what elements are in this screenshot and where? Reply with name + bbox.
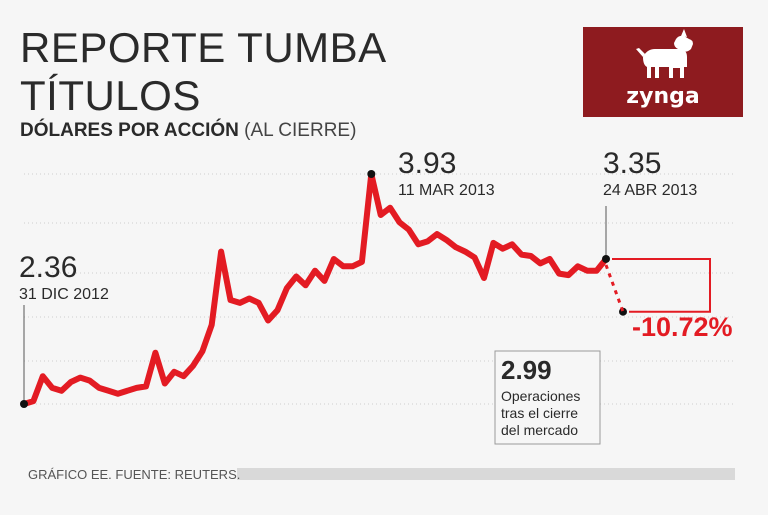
point-peak	[367, 170, 376, 178]
after-hours-label-line-3: del mercado	[501, 422, 578, 438]
chart-subtitle: DÓLARES POR ACCIÓN (AL CIERRE)	[20, 120, 356, 142]
after-hours-box	[494, 350, 601, 445]
label-end-date: 24 ABR 2013	[603, 182, 697, 199]
logo-wordmark: zynga	[626, 84, 700, 109]
title-line-2: TÍTULOS	[20, 72, 201, 119]
after-hours-label-line-2: tras el cierre	[501, 405, 578, 421]
label-start-date: 31 DIC 2012	[19, 286, 109, 303]
zynga-logo: zynga	[583, 27, 743, 117]
change-bracket	[612, 257, 711, 313]
subtitle-qualifier: (AL CIERRE)	[244, 120, 357, 141]
after-hours-drop-line	[604, 264, 625, 313]
point-start	[20, 400, 28, 408]
label-end-value: 3.35	[603, 147, 661, 180]
after-hours-value: 2.99	[501, 355, 552, 385]
label-peak-date: 11 MAR 2013	[398, 182, 495, 199]
title-line-1: REPORTE TUMBA	[20, 24, 387, 71]
source-credit: GRÁFICO EE. FUENTE: REUTERS.	[28, 467, 241, 482]
chart-title: REPORTE TUMBA TÍTULOS	[20, 24, 387, 120]
subtitle-units: DÓLARES POR ACCIÓN	[20, 120, 239, 141]
key-points	[20, 170, 627, 408]
after-hours-label-line-1: Operaciones	[501, 388, 580, 404]
footer-bar	[237, 468, 735, 480]
dog-icon	[636, 29, 693, 78]
percent-change: -10.72%	[632, 312, 733, 342]
gridlines	[24, 173, 735, 405]
label-peak-value: 3.93	[398, 147, 456, 180]
price-line	[21, 171, 609, 407]
label-start-value: 2.36	[19, 251, 77, 284]
point-end	[602, 254, 610, 263]
